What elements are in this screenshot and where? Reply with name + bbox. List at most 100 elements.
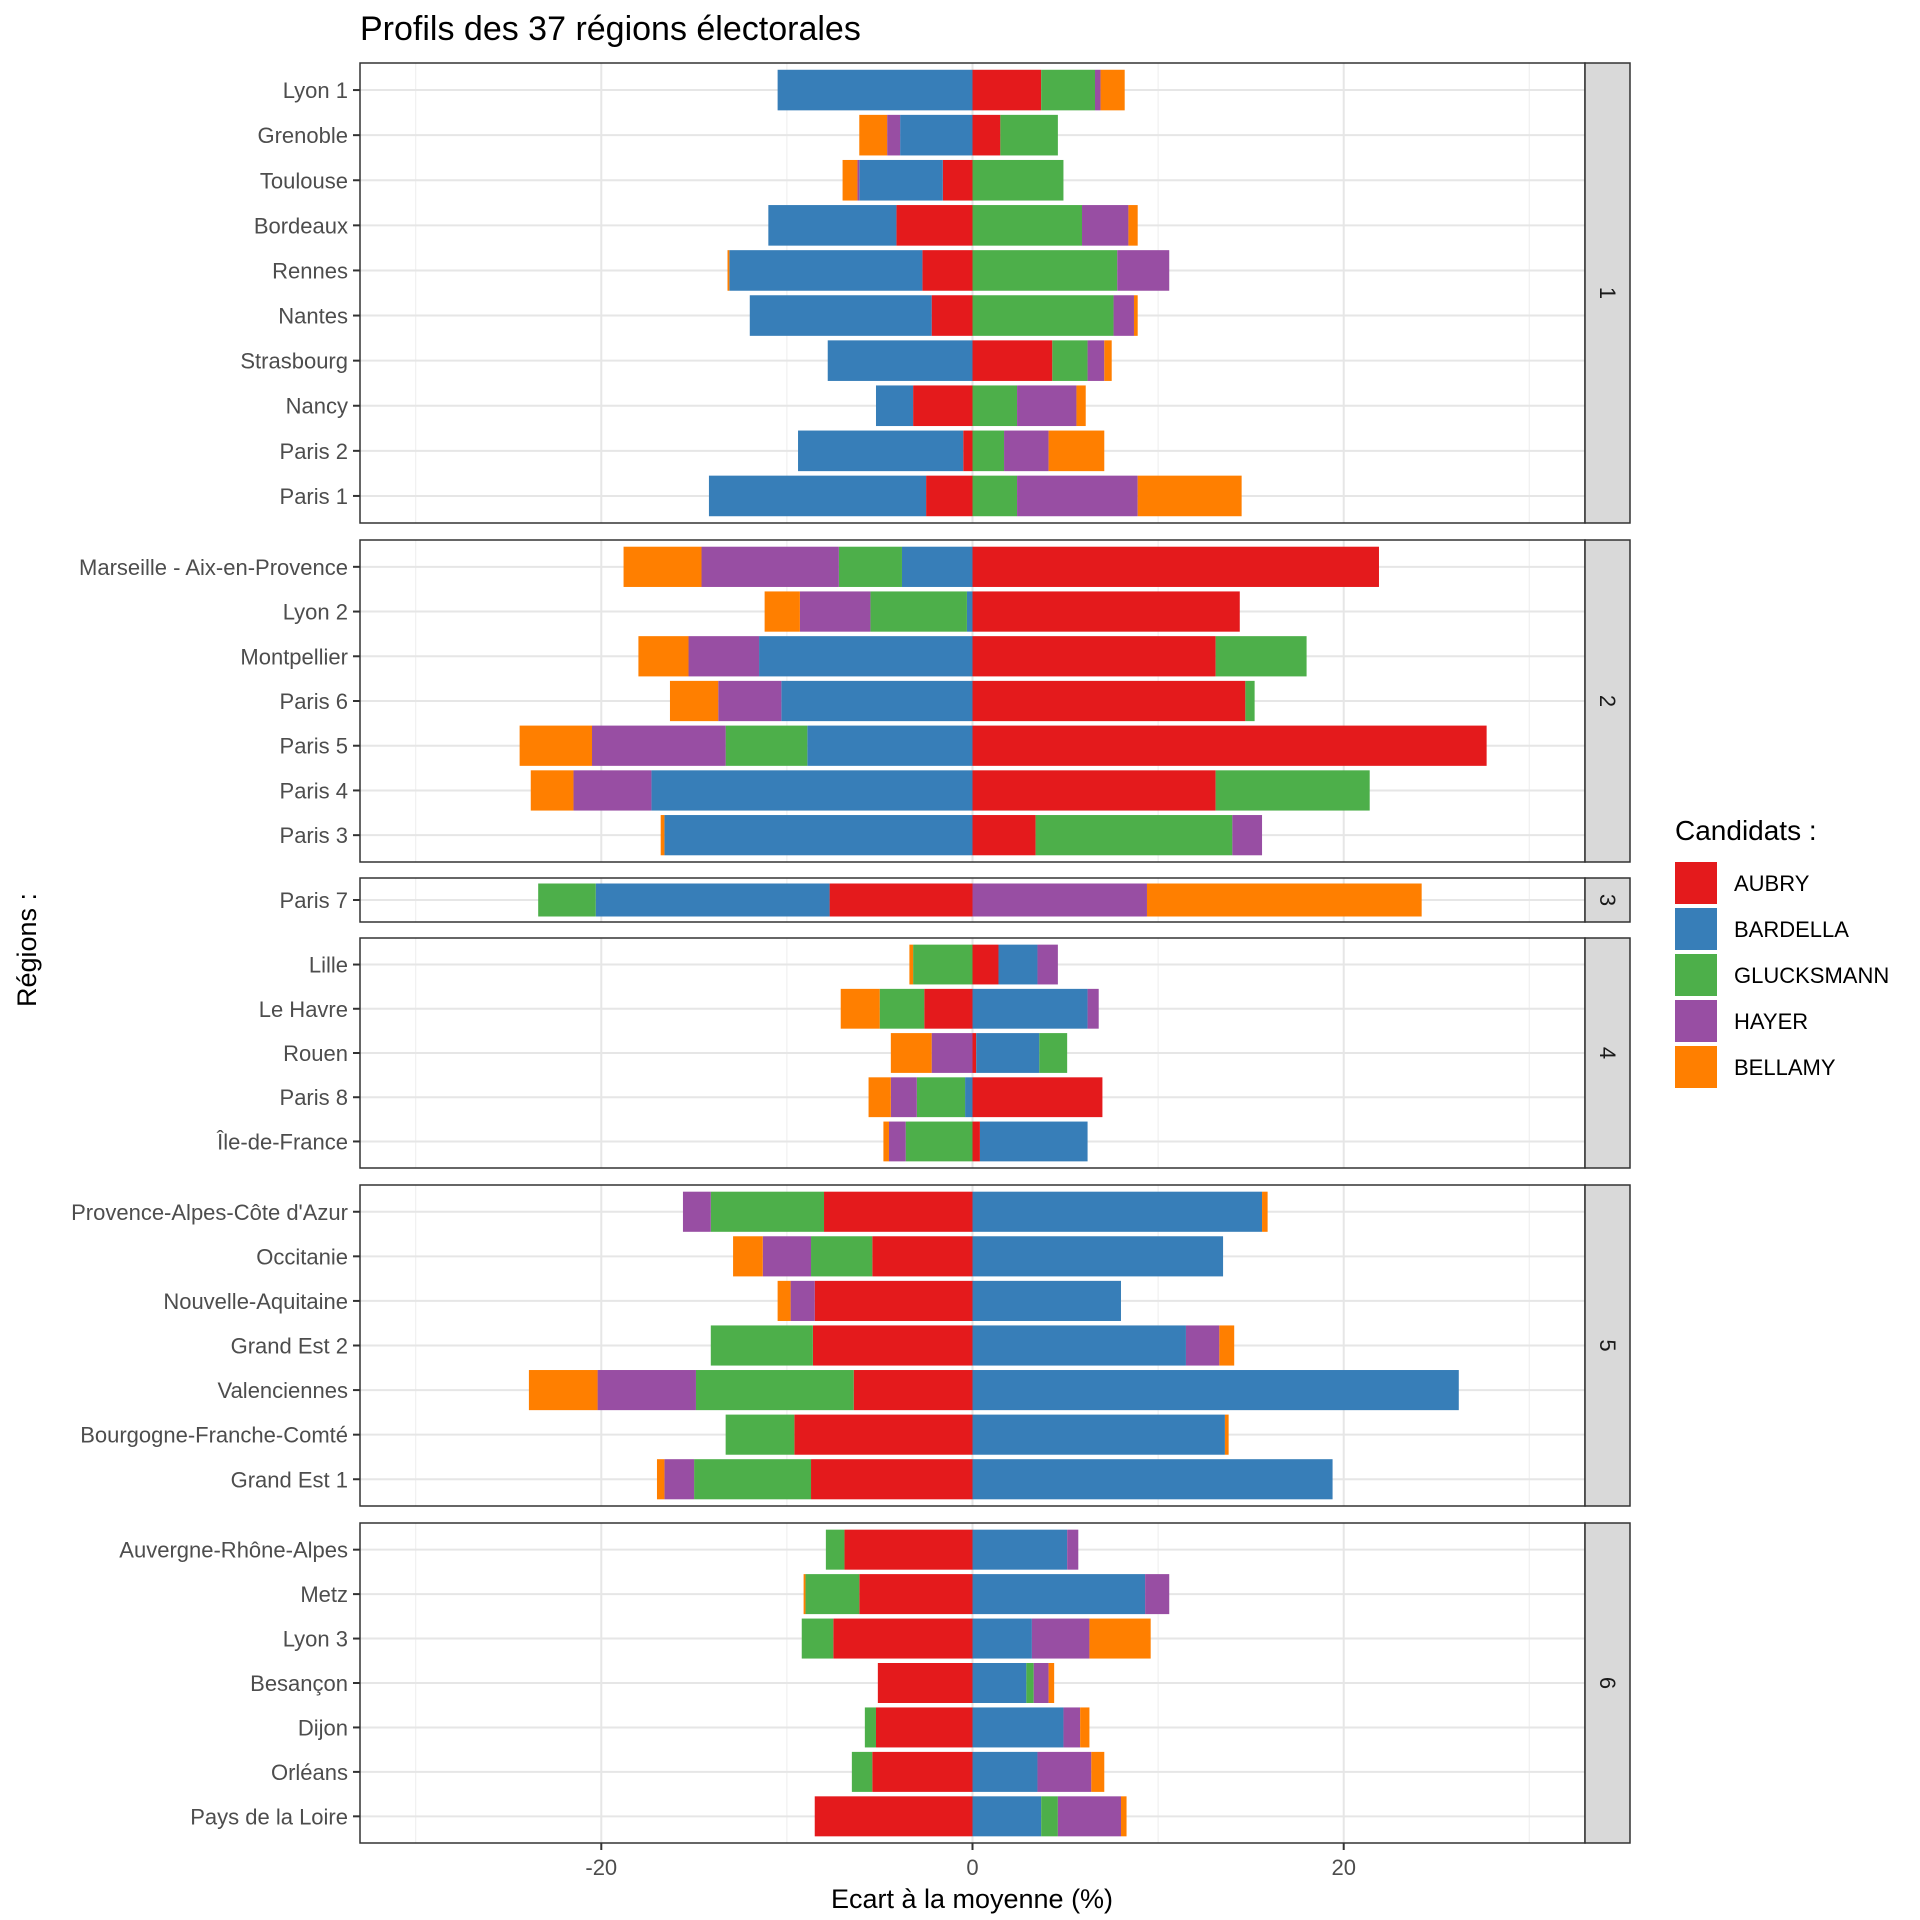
y-tick-label: Paris 5	[280, 734, 348, 759]
facet-strip	[1584, 1184, 1631, 1507]
y-tick-label: Île-de-France	[216, 1129, 348, 1154]
facet-panel-5: Provence-Alpes-Côte d'Azur Occitanie Nouve…	[71, 1184, 1631, 1507]
bar-segment-hayer	[1082, 205, 1129, 246]
bar-segment-bardella	[972, 988, 1088, 1029]
bar-segment-bardella	[807, 725, 973, 766]
bar-segment-hayer	[790, 1280, 815, 1321]
facet-strip	[1584, 877, 1631, 923]
y-tick-label: Rouen	[283, 1041, 348, 1066]
bar-segment-bellamy	[1133, 295, 1138, 336]
bar-segment-hayer	[890, 1077, 917, 1118]
bar-segment-bardella	[972, 1618, 1032, 1659]
bar-segment-bellamy	[638, 636, 689, 677]
facet-panel-4: Lille Le Havre Rouen Paris 8 Île-de-France 4	[216, 937, 1631, 1169]
bar-segment-bellamy	[519, 725, 593, 766]
bar-segment-hayer	[1057, 1796, 1121, 1837]
bar-segment-hayer	[1037, 1751, 1092, 1792]
bar-segment-bellamy	[842, 159, 858, 201]
bar-segment-bardella	[966, 591, 973, 632]
bar-segment-bardella	[768, 205, 897, 246]
bar-segment-bardella	[901, 546, 973, 587]
facet-strip-label: 6	[1595, 1677, 1620, 1689]
y-tick-label: Metz	[300, 1582, 348, 1607]
bar-segment-hayer	[1095, 69, 1101, 111]
bar-segment-aubry	[972, 1033, 977, 1073]
bar-segment-bellamy	[1048, 1663, 1055, 1703]
y-tick-label: Valenciennes	[218, 1378, 348, 1403]
bar-segment-hayer	[887, 114, 901, 156]
bar-segment-glucksmann	[870, 591, 967, 632]
bar-segment-bardella	[972, 1707, 1064, 1748]
bar-segment-hayer	[1017, 385, 1077, 427]
bar-segment-bardella	[859, 159, 943, 201]
bar-segment-bellamy	[868, 1077, 891, 1118]
bar-segment-hayer	[718, 680, 782, 722]
y-tick-label: Bordeaux	[254, 213, 348, 238]
bar-segment-glucksmann	[972, 475, 1018, 517]
bar-segment-aubry	[877, 1663, 973, 1703]
facet-strip	[1584, 62, 1631, 524]
bar-segment-aubry	[812, 1325, 973, 1366]
bar-segment-aubry	[972, 944, 999, 985]
y-tick-label: Grand Est 2	[231, 1334, 348, 1359]
bar-segment-hayer	[1031, 1618, 1090, 1659]
bar-segment-glucksmann	[838, 546, 902, 587]
bar-segment-bardella	[965, 1077, 973, 1118]
bar-segment-glucksmann	[1041, 1796, 1058, 1837]
bar-segment-bellamy	[733, 1236, 763, 1277]
facet-strip-label: 4	[1595, 1047, 1620, 1059]
bar-segment-bellamy	[909, 944, 914, 985]
bar-segment-bardella	[998, 944, 1038, 985]
bar-segment-aubry	[972, 114, 1001, 156]
bar-segment-glucksmann	[972, 385, 1018, 427]
bar-segment-glucksmann	[710, 1191, 825, 1232]
bar-segment-bardella	[972, 1325, 1186, 1366]
bar-segment-bardella	[972, 1574, 1146, 1615]
bar-segment-bardella	[708, 475, 927, 517]
y-tick-label: Grenoble	[257, 123, 348, 148]
bar-segment-hayer	[762, 1236, 812, 1277]
y-tick-label: Toulouse	[260, 168, 348, 193]
bar-segment-hayer	[664, 1459, 695, 1500]
bar-segment-hayer	[1033, 1663, 1049, 1703]
bar-segment-bardella	[972, 1414, 1225, 1455]
bar-segment-aubry	[972, 770, 1216, 811]
bar-segment-bardella	[972, 1663, 1027, 1703]
bar-segment-hayer	[1087, 340, 1105, 381]
bar-segment-glucksmann	[538, 883, 596, 917]
bar-segment-hayer	[1017, 475, 1138, 517]
bar-segment-aubry	[833, 1618, 973, 1659]
bar-segment-aubry	[972, 546, 1379, 587]
bar-segment-bellamy	[1076, 385, 1086, 427]
bar-segment-bellamy	[1224, 1414, 1229, 1455]
x-axis-title: Ecart à la moyenne (%)	[831, 1884, 1113, 1914]
bar-segment-hayer	[592, 725, 726, 766]
legend-key-aubry	[1675, 862, 1717, 904]
bar-segment-hayer	[972, 883, 1147, 917]
y-tick-label: Paris 8	[280, 1085, 348, 1110]
legend-key-bardella	[1675, 908, 1717, 950]
bar-segment-hayer	[1185, 1325, 1220, 1366]
bar-segment-bardella	[875, 385, 914, 427]
bar-segment-bellamy	[803, 1574, 806, 1615]
bar-segment-hayer	[857, 159, 860, 201]
y-tick-label: Besançon	[250, 1671, 348, 1696]
facet-strip-label: 2	[1595, 695, 1620, 707]
bar-segment-aubry	[924, 988, 973, 1029]
bar-segment-aubry	[942, 159, 973, 201]
chart-panels: Lyon 1 Grenoble Toulouse Bordeaux Rennes Nant…	[71, 62, 1631, 1844]
bar-segment-bellamy	[890, 1033, 932, 1073]
bar-segment-aubry	[814, 1280, 973, 1321]
bar-segment-glucksmann	[1215, 636, 1307, 677]
bar-segment-bardella	[972, 1751, 1038, 1792]
bar-segment-glucksmann	[1041, 69, 1095, 111]
bar-segment-aubry	[926, 475, 973, 517]
bar-segment-aubry	[972, 69, 1042, 111]
y-axis-title: Régions :	[12, 893, 42, 1007]
bar-segment-bardella	[976, 1033, 1040, 1073]
y-tick-label: Bourgogne-Franche-Comté	[80, 1423, 348, 1448]
bar-segment-bellamy	[1091, 1751, 1105, 1792]
bar-segment-bellamy	[840, 988, 880, 1029]
bar-segment-aubry	[972, 1077, 1103, 1118]
legend-key-glucksmann	[1675, 954, 1717, 996]
